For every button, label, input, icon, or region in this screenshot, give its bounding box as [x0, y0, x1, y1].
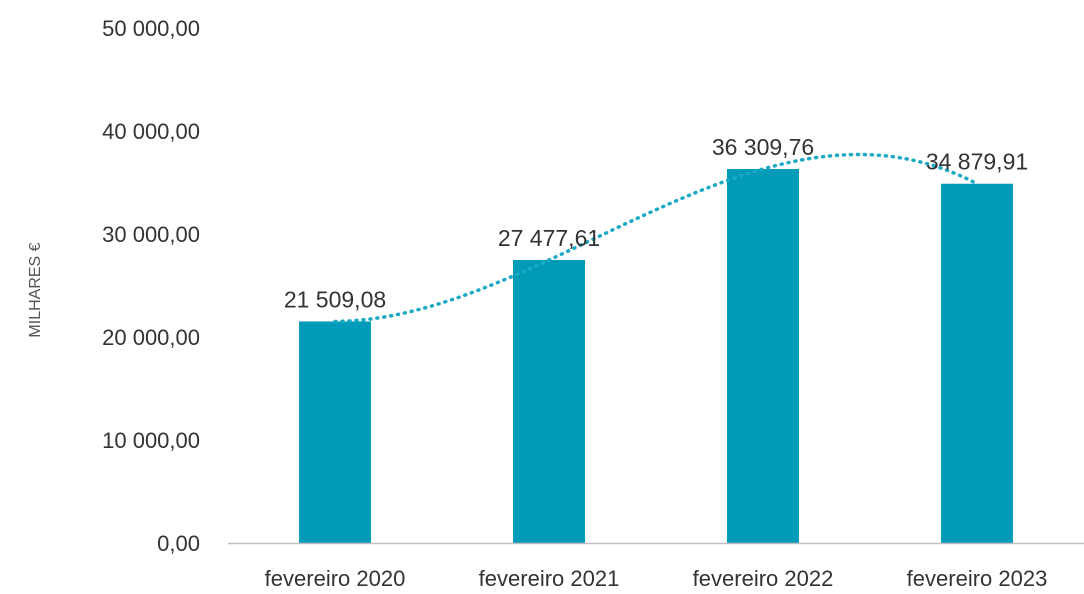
y-tick-label: 40 000,00	[102, 119, 200, 144]
data-label: 34 879,91	[926, 149, 1028, 175]
data-label: 36 309,76	[712, 134, 814, 160]
trendline	[333, 152, 979, 324]
y-tick-label: 50 000,00	[102, 16, 200, 41]
x-tick-label: fevereiro 2020	[265, 566, 406, 591]
y-axis-title: MILHARES €	[27, 242, 44, 337]
x-tick-label: fevereiro 2023	[907, 566, 1048, 591]
bar	[513, 259, 585, 543]
y-tick-label: 0,00	[157, 531, 200, 556]
bar	[299, 321, 371, 543]
bar	[727, 169, 799, 544]
data-labels: 21 509,08 27 477,61 36 309,76 34 879,91	[284, 134, 1028, 312]
data-label: 21 509,08	[284, 286, 386, 312]
y-tick-label: 30 000,00	[102, 222, 200, 247]
x-axis-ticks: fevereiro 2020 fevereiro 2021 fevereiro 20…	[265, 566, 1048, 591]
y-tick-label: 20 000,00	[102, 325, 200, 350]
bar	[941, 183, 1013, 543]
data-label: 27 477,61	[498, 225, 600, 251]
bars	[299, 169, 1013, 544]
x-tick-label: fevereiro 2021	[479, 566, 620, 591]
y-tick-label: 10 000,00	[102, 428, 200, 453]
y-axis-ticks: 0,00 10 000,00 20 000,00 30 000,00 40 000,00…	[102, 16, 200, 556]
x-tick-label: fevereiro 2022	[693, 566, 834, 591]
